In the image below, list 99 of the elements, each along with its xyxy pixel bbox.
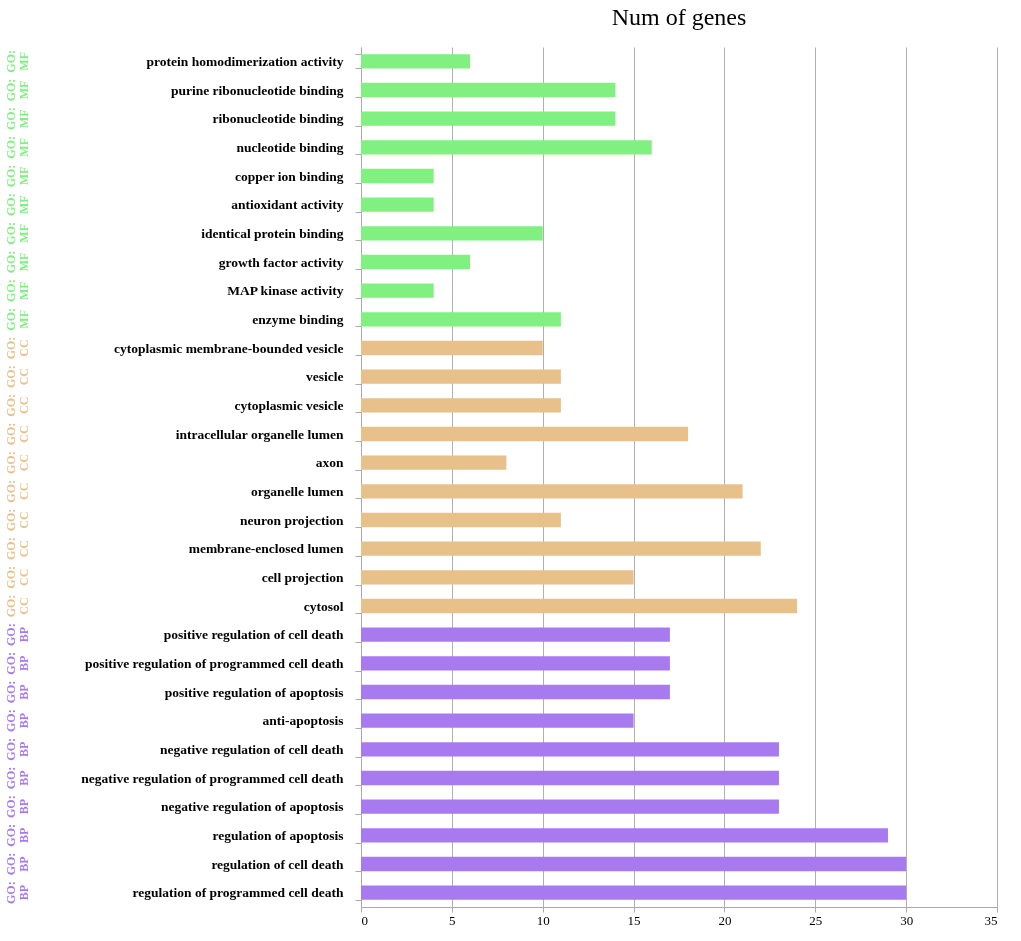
y-tick-label: cytoplasmic vesicle — [234, 397, 344, 413]
text: GO:CC — [4, 508, 31, 532]
bar — [361, 197, 434, 212]
bar — [361, 885, 907, 900]
x-tick-label: 15 — [627, 912, 641, 928]
bar — [361, 140, 652, 155]
y-tick-label: ribonucleotide binding — [212, 111, 344, 127]
bar — [361, 512, 561, 528]
bar — [361, 828, 888, 843]
text: GO:CC — [4, 594, 31, 618]
x-tick-label: 0 — [361, 912, 368, 928]
y-tick-label: regulation of apoptosis — [212, 827, 344, 843]
bar — [361, 627, 670, 642]
y-tick-label: negative regulation of cell death — [160, 741, 344, 757]
y-tick-label: enzyme binding — [252, 311, 344, 327]
text: GO:CC — [4, 422, 31, 446]
y-tick-label: purine ribonucleotide binding — [170, 82, 344, 98]
y-tick-label: regulation of programmed cell death — [132, 885, 344, 901]
y-tick-label: antioxidant activity — [231, 197, 344, 213]
text: GO:MF — [4, 279, 31, 302]
bar — [361, 541, 761, 556]
bar — [361, 455, 507, 470]
text: GO:BP — [4, 852, 31, 876]
bar — [361, 426, 689, 442]
y-tick-label: cell projection — [261, 569, 344, 585]
bar — [361, 484, 743, 499]
text: GO:MF — [4, 164, 31, 188]
text: GO:MF — [4, 78, 31, 102]
y-tick-label: membrane-enclosed lumen — [188, 541, 344, 557]
text: GO:BP — [4, 652, 31, 675]
bar — [361, 340, 543, 356]
y-tick-label: positive regulation of programmed cell death — [84, 655, 344, 671]
y-tick-label: positive regulation of cell death — [163, 627, 344, 643]
bar — [361, 742, 779, 757]
text: GO:MF — [4, 308, 31, 331]
bar — [361, 111, 616, 126]
y-tick-label: MAP kinase activity — [227, 283, 344, 299]
y-tick-label: organelle lumen — [250, 483, 344, 499]
bar — [361, 254, 471, 270]
text: GO:MF — [4, 250, 31, 274]
text: GO:MF — [4, 136, 31, 159]
text: GO:BP — [4, 795, 31, 818]
text: GO:BP — [4, 709, 31, 732]
bar — [361, 770, 779, 786]
y-tick-label: copper ion binding — [234, 168, 344, 184]
bar — [361, 312, 561, 327]
text: GO:BP — [4, 680, 31, 704]
x-tick-label: 35 — [984, 912, 998, 928]
x-tick-label: 25 — [809, 912, 823, 928]
bar — [361, 684, 670, 700]
y-tick-label: identical protein binding — [201, 225, 344, 241]
text: GO:CC — [4, 365, 31, 388]
y-tick-label: positive regulation of apoptosis — [164, 684, 344, 700]
y-tick-label: anti-apoptosis — [262, 713, 344, 729]
text: GO:BP — [4, 623, 31, 646]
x-tick-label: 20 — [718, 912, 732, 928]
x-tick-label: 30 — [900, 912, 914, 928]
bar — [361, 656, 670, 671]
y-tick-label: growth factor activity — [218, 254, 344, 270]
text: GO:CC — [4, 566, 31, 589]
text: GO:MF — [4, 193, 31, 216]
y-tick-label: negative regulation of apoptosis — [161, 799, 344, 815]
text: GO:CC — [4, 537, 31, 560]
bar — [361, 54, 471, 69]
text: GO:BP — [4, 766, 31, 790]
text: GO:MF — [4, 107, 31, 130]
text: GO:CC — [4, 394, 31, 417]
y-tick-label: axon — [315, 455, 344, 471]
y-tick-label: protein homodimerization activity — [146, 53, 344, 69]
y-tick-label: vesicle — [306, 369, 344, 385]
text: GO:CC — [4, 480, 31, 503]
bar — [361, 168, 434, 184]
bar — [361, 799, 779, 814]
text: GO:CC — [4, 451, 31, 474]
bar — [361, 226, 543, 241]
y-tick-label: cytosol — [303, 598, 344, 614]
bar — [361, 283, 434, 298]
bar — [361, 713, 634, 728]
bar — [361, 398, 561, 413]
y-tick-label: neuron projection — [240, 512, 344, 528]
text: GO:BP — [4, 881, 31, 904]
text: GO:CC — [4, 336, 31, 360]
bar — [361, 856, 907, 872]
y-tick-label: cytoplasmic membrane-bounded vesicle — [114, 340, 344, 356]
y-tick-label: regulation of cell death — [211, 856, 344, 872]
y-tick-label: negative regulation of programmed cell death — [81, 770, 344, 786]
bar — [361, 82, 616, 98]
text: GO:MF — [4, 50, 31, 73]
bar — [361, 598, 798, 614]
x-tick-label: 5 — [449, 912, 456, 928]
text: GO:MF — [4, 222, 31, 245]
text: GO:BP — [4, 738, 31, 761]
bar — [361, 369, 561, 384]
text: GO:BP — [4, 824, 31, 847]
bar — [361, 570, 634, 585]
chart-title: Num of genes — [611, 4, 747, 30]
y-tick-label: intracellular organelle lumen — [175, 426, 344, 442]
x-tick-label: 10 — [536, 912, 550, 928]
y-tick-label: nucleotide binding — [236, 139, 344, 155]
